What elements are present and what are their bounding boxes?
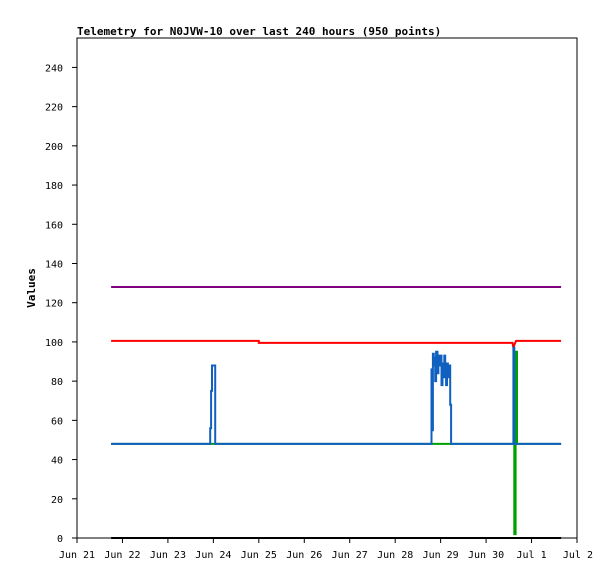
series-line-5 (111, 346, 562, 445)
y-tick-label: 20 (51, 495, 63, 506)
y-tick-label: 120 (45, 299, 63, 310)
chart-title: Telemetry for N0JVW-10 over last 240 hou… (77, 25, 441, 38)
y-tick-label: 140 (45, 259, 63, 270)
y-tick-label: 100 (45, 338, 63, 349)
series-line-3 (111, 339, 562, 349)
series-layer (111, 286, 562, 539)
x-axis: Jun 21 Jun 22 Jun 23 Jun 24 Jun 25 Jun 26 Jun … (59, 538, 593, 561)
x-tick-label: Jun 30 (468, 550, 504, 561)
y-tick-label: 60 (51, 416, 63, 427)
x-tick-label: Jul 1 (516, 550, 546, 561)
y-tick-label: 180 (45, 181, 63, 192)
series-line-4 (111, 350, 562, 536)
x-tick-label: Jun 23 (150, 550, 186, 561)
x-tick-label: Jun 25 (241, 550, 277, 561)
y-tick-label: 200 (45, 142, 63, 153)
y-tick-label: 0 (57, 534, 63, 545)
x-tick-label: Jun 26 (286, 550, 322, 561)
x-tick-label: Jun 29 (423, 550, 459, 561)
x-tick-label: Jun 24 (195, 550, 231, 561)
y-tick-label: 80 (51, 377, 63, 388)
y-tick-label: 40 (51, 456, 63, 467)
x-tick-label: Jun 27 (332, 550, 368, 561)
y-axis-label: Values (25, 268, 38, 308)
x-tick-label: Jun 21 (59, 550, 95, 561)
y-tick-label: 240 (45, 63, 63, 74)
x-tick-label: Jul 2 (563, 550, 593, 561)
x-tick-label: Jun 22 (104, 550, 140, 561)
y-axis: 0 20 40 60 80 100 120 140 160 180 200 220 240 (45, 63, 77, 545)
x-tick-label: Jun 28 (377, 550, 413, 561)
y-tick-label: 160 (45, 220, 63, 231)
y-tick-label: 220 (45, 103, 63, 114)
